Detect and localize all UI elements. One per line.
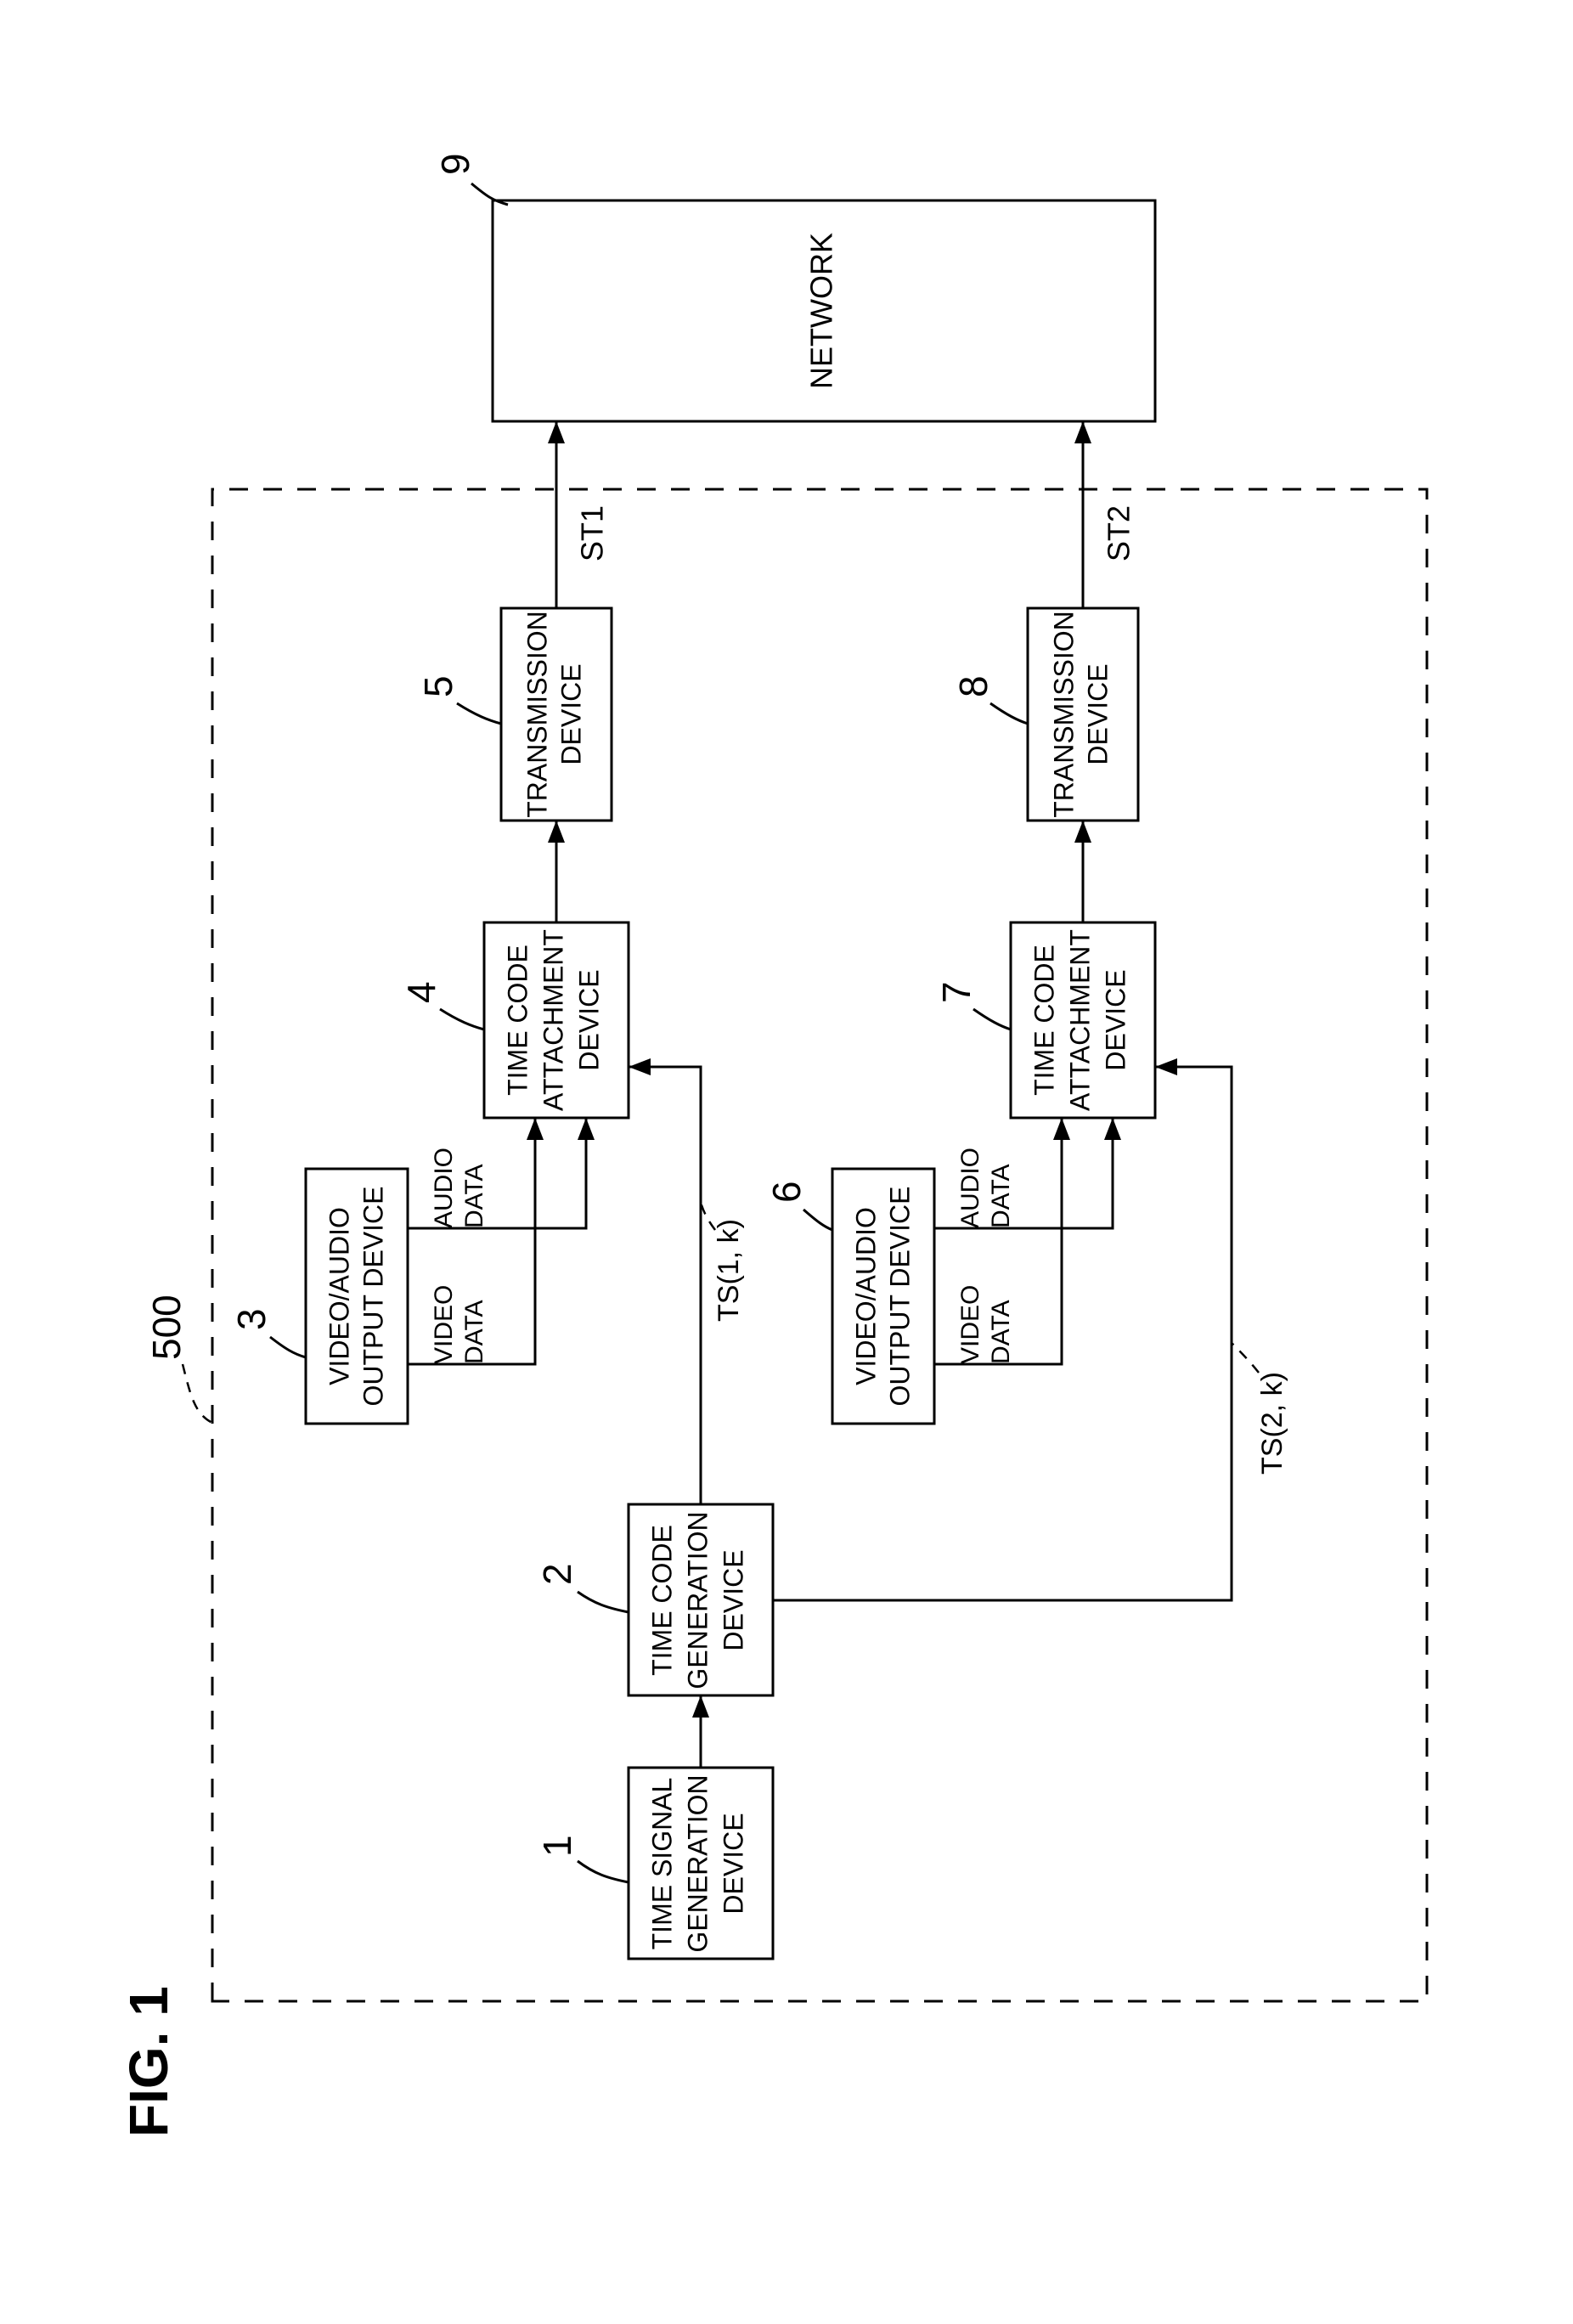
ref-7: 7 <box>934 981 978 1003</box>
block-3-line2: OUTPUT DEVICE <box>358 1187 388 1407</box>
ref-2: 2 <box>535 1563 579 1585</box>
edge-2-4 <box>629 1058 701 1504</box>
ref-4: 4 <box>399 981 443 1003</box>
page: FIG. 1 500 NETWORK 9 TIME SIGNAL GENERAT… <box>0 0 1573 2324</box>
ref-500-leader <box>183 1364 214 1424</box>
diagram-svg: FIG. 1 500 NETWORK 9 TIME SIGNAL GENERAT… <box>0 0 1573 2324</box>
block-2-line1: TIME CODE <box>646 1525 677 1676</box>
label-video2-l2: DATA <box>987 1300 1015 1364</box>
ref-4-leader <box>440 1009 484 1029</box>
block-3-line1: VIDEO/AUDIO <box>324 1207 354 1385</box>
label-ts2-leader <box>1232 1343 1259 1373</box>
block-3: VIDEO/AUDIO OUTPUT DEVICE 3 <box>229 1169 408 1424</box>
edge-8-net <box>1074 421 1091 608</box>
figure-label: FIG. 1 <box>118 1986 179 2137</box>
system-boundary <box>212 489 1427 2001</box>
block-4: TIME CODE ATTACHMENT DEVICE 4 <box>399 922 629 1118</box>
block-8: TRANSMISSION DEVICE 8 <box>951 608 1138 821</box>
block-2-line3: DEVICE <box>718 1549 748 1650</box>
label-audio1-l2: DATA <box>460 1164 488 1228</box>
label-audio1-l1: AUDIO <box>430 1148 458 1228</box>
block-7-line1: TIME CODE <box>1029 945 1059 1096</box>
block-2-line2: GENERATION <box>682 1511 713 1689</box>
label-video2-l1: VIDEO <box>956 1285 984 1364</box>
label-st1: ST1 <box>575 505 610 561</box>
diagram-canvas: FIG. 1 500 NETWORK 9 TIME SIGNAL GENERAT… <box>0 0 1573 2324</box>
label-ts1: TS(1, k) <box>713 1219 745 1322</box>
ref-5-leader <box>457 703 501 724</box>
ref-6: 6 <box>764 1181 809 1203</box>
label-video1-l1: VIDEO <box>430 1285 458 1364</box>
block-1-line3: DEVICE <box>718 1813 748 1914</box>
edge-7-8 <box>1074 821 1091 922</box>
edge-1-2 <box>692 1695 709 1768</box>
label-st2: ST2 <box>1102 505 1136 561</box>
ref-9: 9 <box>433 153 477 175</box>
block-1-line2: GENERATION <box>682 1774 713 1952</box>
block-7-line2: ATTACHMENT <box>1064 929 1095 1111</box>
block-4-line3: DEVICE <box>573 969 604 1070</box>
block-1-line1: TIME SIGNAL <box>646 1778 677 1950</box>
label-video1-l2: DATA <box>460 1300 488 1364</box>
ref-8-leader <box>990 703 1028 724</box>
label-audio2-l2: DATA <box>987 1164 1015 1228</box>
ref-3: 3 <box>229 1308 273 1330</box>
label-audio2-l1: AUDIO <box>956 1148 984 1228</box>
block-5: TRANSMISSION DEVICE 5 <box>416 608 612 821</box>
block-7: TIME CODE ATTACHMENT DEVICE 7 <box>934 922 1155 1118</box>
label-ts1-leader <box>701 1203 715 1230</box>
edge-4-5 <box>548 821 565 922</box>
block-4-line2: ATTACHMENT <box>538 929 568 1111</box>
block-6: VIDEO/AUDIO OUTPUT DEVICE 6 <box>764 1169 934 1424</box>
ref-1-leader <box>578 1861 629 1882</box>
block-1: TIME SIGNAL GENERATION DEVICE 1 <box>535 1768 773 1959</box>
block-6-line2: OUTPUT DEVICE <box>884 1187 915 1407</box>
ref-7-leader <box>973 1009 1011 1029</box>
block-8-line1: TRANSMISSION <box>1048 611 1079 818</box>
block-4-line1: TIME CODE <box>502 945 533 1096</box>
block-5-line1: TRANSMISSION <box>522 611 552 818</box>
ref-8: 8 <box>951 675 995 697</box>
block-2: TIME CODE GENERATION DEVICE 2 <box>535 1504 773 1695</box>
edge-5-net <box>548 421 565 608</box>
label-ts2: TS(2, k) <box>1256 1372 1288 1475</box>
ref-5: 5 <box>416 675 460 697</box>
block-7-line3: DEVICE <box>1100 969 1130 1070</box>
ref-6-leader <box>803 1210 832 1230</box>
ref-1: 1 <box>535 1835 579 1857</box>
block-5-line2: DEVICE <box>555 663 586 764</box>
block-8-line2: DEVICE <box>1082 663 1113 764</box>
block-6-line1: VIDEO/AUDIO <box>850 1207 881 1385</box>
network-label: NETWORK <box>804 233 839 389</box>
ref-3-leader <box>270 1337 306 1357</box>
ref-2-leader <box>578 1592 629 1612</box>
ref-500: 500 <box>144 1295 189 1360</box>
